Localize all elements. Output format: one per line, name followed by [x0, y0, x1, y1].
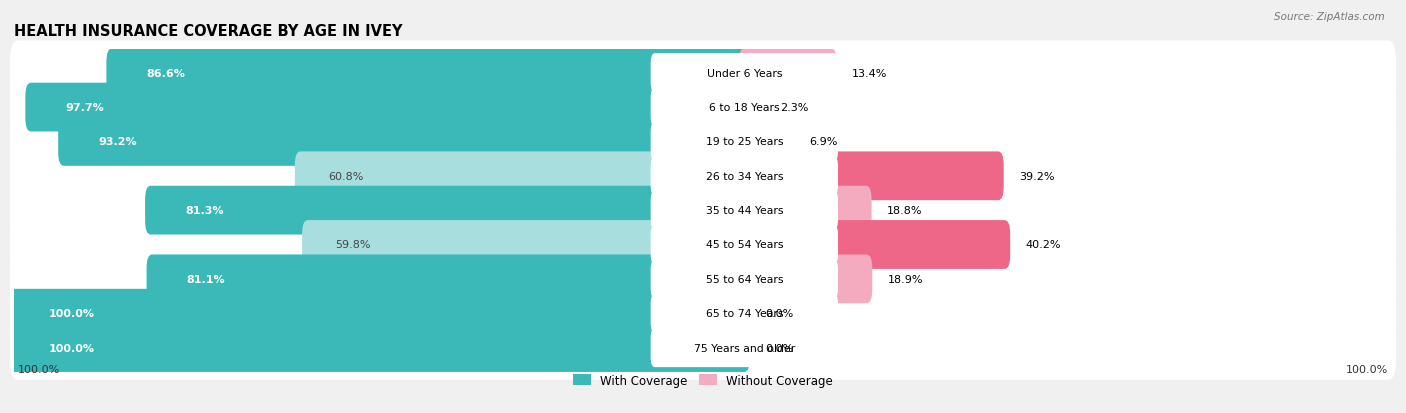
FancyBboxPatch shape	[295, 152, 749, 201]
FancyBboxPatch shape	[302, 221, 749, 269]
Text: 0.0%: 0.0%	[765, 343, 793, 353]
Legend: With Coverage, Without Coverage: With Coverage, Without Coverage	[568, 369, 838, 392]
FancyBboxPatch shape	[10, 316, 1396, 380]
FancyBboxPatch shape	[738, 152, 1004, 201]
FancyBboxPatch shape	[10, 247, 1396, 311]
Text: 19 to 25 Years: 19 to 25 Years	[706, 137, 783, 147]
FancyBboxPatch shape	[146, 255, 749, 304]
Text: 59.8%: 59.8%	[335, 240, 371, 250]
Text: 100.0%: 100.0%	[18, 364, 60, 374]
Text: 100.0%: 100.0%	[1346, 364, 1388, 374]
Text: 26 to 34 Years: 26 to 34 Years	[706, 171, 783, 181]
FancyBboxPatch shape	[738, 186, 872, 235]
FancyBboxPatch shape	[10, 178, 1396, 243]
FancyBboxPatch shape	[107, 49, 749, 98]
FancyBboxPatch shape	[738, 255, 872, 304]
FancyBboxPatch shape	[10, 110, 1396, 174]
FancyBboxPatch shape	[145, 186, 749, 235]
Text: 18.8%: 18.8%	[887, 206, 922, 216]
Text: 100.0%: 100.0%	[48, 309, 94, 318]
Text: Source: ZipAtlas.com: Source: ZipAtlas.com	[1274, 12, 1385, 22]
Text: 0.0%: 0.0%	[765, 309, 793, 318]
FancyBboxPatch shape	[651, 88, 838, 127]
FancyBboxPatch shape	[738, 221, 1010, 269]
FancyBboxPatch shape	[738, 49, 837, 98]
FancyBboxPatch shape	[651, 328, 838, 367]
Text: 65 to 74 Years: 65 to 74 Years	[706, 309, 783, 318]
FancyBboxPatch shape	[651, 191, 838, 230]
FancyBboxPatch shape	[25, 83, 749, 132]
FancyBboxPatch shape	[10, 144, 1396, 209]
FancyBboxPatch shape	[651, 157, 838, 196]
Text: 13.4%: 13.4%	[852, 69, 887, 78]
Text: 93.2%: 93.2%	[98, 137, 136, 147]
Text: 81.1%: 81.1%	[187, 274, 225, 284]
Text: 86.6%: 86.6%	[146, 69, 186, 78]
FancyBboxPatch shape	[651, 225, 838, 264]
FancyBboxPatch shape	[8, 289, 749, 338]
Text: 81.3%: 81.3%	[186, 206, 224, 216]
Text: 18.9%: 18.9%	[887, 274, 922, 284]
FancyBboxPatch shape	[651, 123, 838, 161]
FancyBboxPatch shape	[8, 323, 749, 372]
Text: 39.2%: 39.2%	[1019, 171, 1054, 181]
Text: 2.3%: 2.3%	[780, 103, 808, 113]
FancyBboxPatch shape	[10, 281, 1396, 346]
FancyBboxPatch shape	[738, 83, 765, 132]
FancyBboxPatch shape	[58, 118, 749, 166]
Text: 100.0%: 100.0%	[48, 343, 94, 353]
Text: Under 6 Years: Under 6 Years	[707, 69, 782, 78]
Text: 60.8%: 60.8%	[328, 171, 363, 181]
Text: 55 to 64 Years: 55 to 64 Years	[706, 274, 783, 284]
FancyBboxPatch shape	[10, 41, 1396, 106]
FancyBboxPatch shape	[651, 54, 838, 93]
Text: 35 to 44 Years: 35 to 44 Years	[706, 206, 783, 216]
FancyBboxPatch shape	[651, 294, 838, 333]
Text: 97.7%: 97.7%	[65, 103, 104, 113]
Text: 75 Years and older: 75 Years and older	[693, 343, 794, 353]
Text: 45 to 54 Years: 45 to 54 Years	[706, 240, 783, 250]
FancyBboxPatch shape	[10, 213, 1396, 277]
FancyBboxPatch shape	[10, 76, 1396, 140]
FancyBboxPatch shape	[651, 260, 838, 299]
FancyBboxPatch shape	[738, 118, 794, 166]
Text: 6 to 18 Years: 6 to 18 Years	[709, 103, 780, 113]
Text: HEALTH INSURANCE COVERAGE BY AGE IN IVEY: HEALTH INSURANCE COVERAGE BY AGE IN IVEY	[14, 24, 402, 39]
Text: 40.2%: 40.2%	[1025, 240, 1062, 250]
Text: 6.9%: 6.9%	[810, 137, 838, 147]
